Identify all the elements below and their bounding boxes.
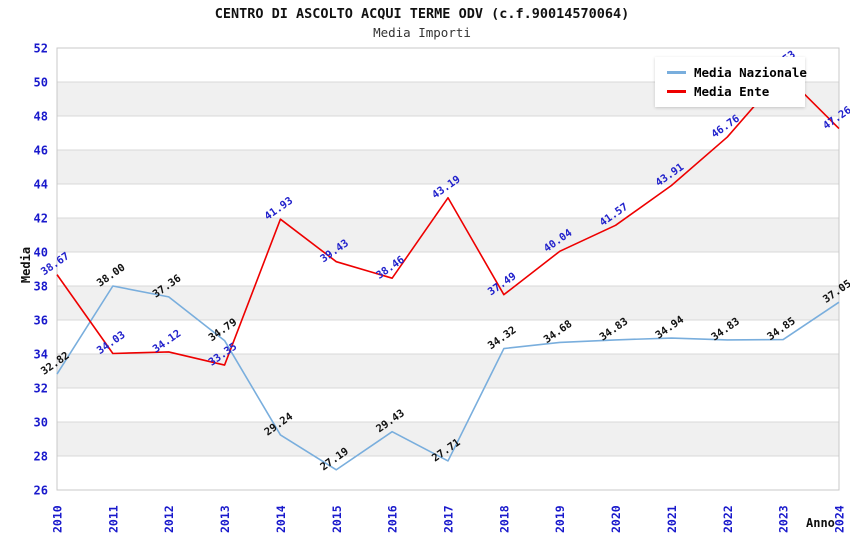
y-axis-title: Media [19, 247, 33, 283]
y-tick-label: 34 [34, 348, 48, 362]
legend-swatch-media-nazionale [667, 71, 686, 74]
y-tick-label: 36 [34, 314, 48, 328]
legend-item-media-nazionale: Media Nazionale [667, 63, 807, 82]
y-tick-label: 50 [34, 76, 48, 90]
y-tick-label: 42 [34, 212, 48, 226]
y-tick-label: 40 [34, 246, 48, 260]
x-tick-label: 2014 [274, 505, 288, 533]
y-tick-label: 26 [34, 484, 48, 498]
plot-border [56, 47, 840, 491]
x-tick-label: 2013 [218, 505, 232, 533]
x-tick-label: 2017 [442, 505, 456, 533]
x-tick-label: 2010 [51, 505, 65, 533]
x-tick-label: 2016 [386, 505, 400, 533]
x-tick-label: 2024 [833, 505, 847, 533]
plot-band [57, 286, 839, 320]
plot-band [57, 150, 839, 184]
legend-item-media-ente: Media Ente [667, 82, 805, 101]
x-tick-label: 2020 [609, 505, 623, 533]
plot-band [57, 354, 839, 388]
series-line-media-nazionale [56, 285, 840, 471]
plot-band [57, 218, 839, 252]
y-tick-label: 30 [34, 416, 48, 430]
y-tick-label: 38 [34, 280, 48, 294]
x-tick-label: 2023 [777, 505, 791, 533]
x-tick-label: 2021 [665, 505, 679, 533]
legend-label: Media Nazionale [694, 65, 807, 80]
chart-title: CENTRO DI ASCOLTO ACQUI TERME ODV (c.f.9… [214, 6, 630, 22]
y-tick-label: 28 [34, 450, 48, 464]
x-tick-label: 2011 [106, 505, 120, 533]
y-tick-label: 48 [34, 110, 48, 124]
x-tick-label: 2012 [162, 505, 176, 533]
y-tick-label: 52 [34, 42, 48, 56]
y-tick-label: 32 [34, 382, 48, 396]
x-tick-label: 2015 [330, 505, 344, 533]
legend: Media Nazionale Media Ente [655, 57, 807, 107]
legend-swatch-media-ente [667, 90, 686, 93]
x-tick-label: 2018 [497, 505, 511, 533]
chart-subtitle: Media Importi [373, 25, 471, 40]
data-label: 38.00 [95, 262, 128, 290]
plot-band [57, 422, 839, 456]
x-tick-label: 2022 [721, 505, 735, 533]
x-tick-label: 2019 [553, 505, 567, 533]
series-line-media-ente [56, 72, 840, 366]
x-axis-title: Anno [806, 516, 835, 530]
y-tick-label: 46 [34, 144, 48, 158]
legend-label: Media Ente [694, 84, 770, 99]
y-tick-label: 44 [34, 178, 48, 192]
